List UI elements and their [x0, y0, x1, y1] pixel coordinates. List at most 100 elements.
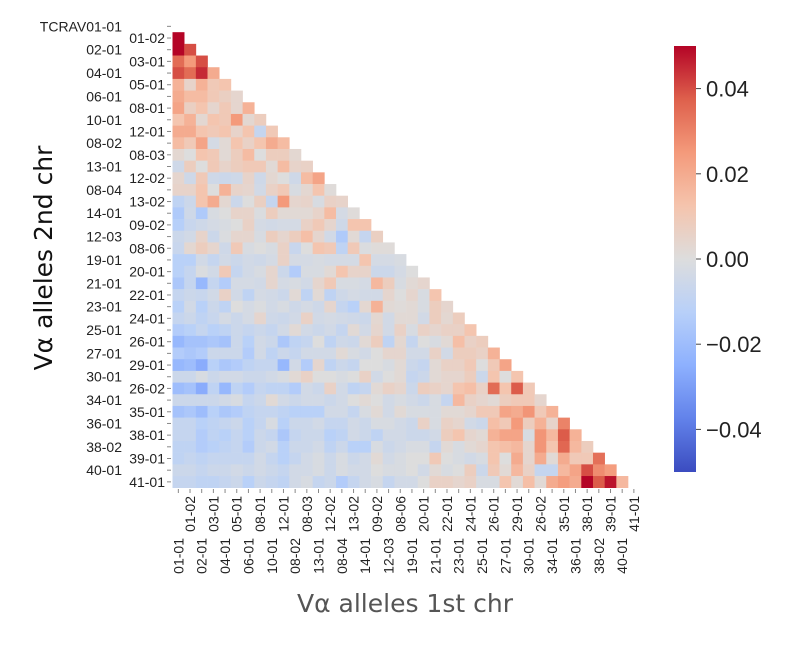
- heatmap-cell: [265, 277, 278, 290]
- heatmap-cell: [394, 347, 407, 360]
- heatmap-cell: [522, 476, 535, 488]
- x-tick-label: 12-02: [322, 496, 338, 532]
- heatmap-cell: [254, 312, 267, 325]
- heatmap-cell: [417, 370, 430, 383]
- heatmap-cell: [230, 440, 243, 453]
- heatmap-cell: [417, 335, 430, 348]
- heatmap-cell: [452, 347, 465, 360]
- heatmap-cell: [172, 429, 185, 442]
- heatmap-cell: [406, 382, 419, 395]
- heatmap-cell: [441, 382, 454, 395]
- heatmap-cell: [336, 440, 348, 453]
- heatmap-cell: [277, 219, 290, 232]
- heatmap-cell: [207, 324, 220, 337]
- heatmap-cell: [242, 289, 255, 302]
- heatmap-cell: [195, 440, 208, 453]
- heatmap-cell: [219, 160, 232, 173]
- x-tick-label: 02-01: [194, 538, 210, 574]
- heatmap-cell: [219, 429, 232, 442]
- heatmap-cell: [195, 219, 208, 232]
- heatmap-cell: [347, 300, 360, 313]
- heatmap-cell: [207, 370, 220, 383]
- heatmap-cell: [254, 452, 267, 465]
- heatmap-cell: [289, 417, 302, 430]
- heatmap-cell: [230, 137, 243, 150]
- heatmap-cell: [441, 440, 454, 453]
- heatmap-cell: [382, 277, 395, 290]
- heatmap-cell: [172, 405, 185, 418]
- heatmap-cell: [324, 324, 337, 337]
- heatmap-cell: [347, 242, 360, 255]
- x-tick-label: 09-02: [369, 496, 385, 532]
- heatmap-cell: [172, 32, 185, 45]
- heatmap-cell: [312, 417, 325, 430]
- heatmap-cell: [230, 394, 243, 407]
- heatmap-cell: [464, 429, 477, 442]
- heatmap-cell: [230, 382, 243, 395]
- heatmap-cell: [195, 184, 208, 196]
- heatmap-cell: [172, 184, 185, 196]
- heatmap-cell: [242, 230, 255, 243]
- heatmap-cell: [522, 417, 535, 430]
- heatmap-cell: [452, 359, 465, 372]
- heatmap-cell: [254, 440, 267, 453]
- heatmap-cell: [371, 417, 384, 430]
- heatmap-cell: [371, 452, 384, 465]
- heatmap-cell: [195, 324, 208, 337]
- heatmap-cell: [195, 172, 208, 185]
- heatmap-cell: [347, 464, 360, 477]
- heatmap-cell: [184, 359, 197, 372]
- heatmap-cell: [300, 382, 313, 395]
- heatmap-cell: [242, 417, 255, 430]
- heatmap-cell: [230, 113, 243, 126]
- heatmap-cell: [336, 335, 348, 348]
- heatmap-cell: [230, 184, 243, 196]
- heatmap-cell: [184, 137, 197, 150]
- y-tick-label: 04-01: [86, 65, 122, 81]
- heatmap-cell: [394, 300, 407, 313]
- heatmap-cell: [511, 440, 524, 453]
- heatmap-cell: [242, 312, 255, 325]
- heatmap-cell: [371, 429, 384, 442]
- heatmap-cell: [254, 464, 267, 477]
- heatmap-cell: [207, 289, 220, 302]
- heatmap-cell: [300, 160, 313, 173]
- heatmap-cell: [406, 277, 419, 290]
- colorbar-tick-label: 0.00: [706, 247, 749, 272]
- heatmap-cell: [172, 113, 185, 126]
- heatmap-cell: [359, 277, 372, 290]
- heatmap-cell: [312, 312, 325, 325]
- heatmap-cell: [172, 277, 185, 290]
- heatmap-cell: [219, 476, 232, 488]
- heatmap-cell: [300, 265, 313, 278]
- heatmap-cell: [277, 429, 290, 442]
- heatmap-cell: [289, 289, 302, 302]
- heatmap-cell: [499, 359, 512, 372]
- heatmap-cell: [242, 113, 255, 126]
- heatmap-cell: [394, 417, 407, 430]
- y-tick-label: 19-01: [86, 252, 122, 268]
- heatmap-cell: [371, 300, 384, 313]
- heatmap-cell: [242, 335, 255, 348]
- heatmap-cell: [195, 265, 208, 278]
- heatmap-cell: [312, 172, 325, 185]
- heatmap-cell: [324, 347, 337, 360]
- heatmap-cell: [254, 172, 267, 185]
- heatmap-cell: [336, 254, 348, 267]
- heatmap-cell: [289, 324, 302, 337]
- x-tick-label: 21-01: [427, 538, 443, 574]
- heatmap-cell: [429, 452, 442, 465]
- heatmap-cell: [394, 265, 407, 278]
- heatmap-cell: [207, 219, 220, 232]
- heatmap-cell: [172, 452, 185, 465]
- heatmap-cell: [382, 324, 395, 337]
- heatmap-cell: [324, 394, 337, 407]
- heatmap-cell: [382, 394, 395, 407]
- heatmap-cell: [265, 347, 278, 360]
- heatmap-cell: [464, 359, 477, 372]
- heatmap-cell: [219, 195, 232, 208]
- heatmap-cell: [499, 382, 512, 395]
- heatmap-cell: [429, 370, 442, 383]
- heatmap-cell: [417, 382, 430, 395]
- heatmap-cell: [300, 230, 313, 243]
